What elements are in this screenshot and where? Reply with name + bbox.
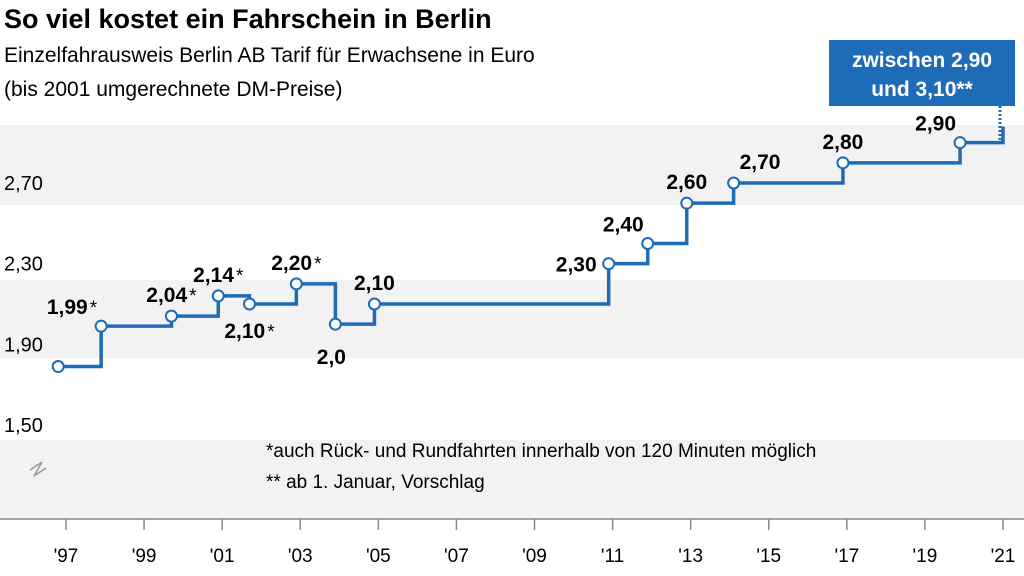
data-label: 1,99 *	[47, 296, 98, 319]
x-tick-label: '07	[444, 546, 469, 567]
callout-line1: zwischen 2,90	[852, 49, 992, 72]
x-tick-label: '99	[132, 546, 157, 567]
price-series	[51, 126, 1005, 374]
footnote-2: ** ab 1. Januar, Vorschlag	[266, 472, 485, 493]
data-point-marker	[641, 237, 655, 250]
x-tick-label: '03	[288, 546, 313, 567]
data-point-marker	[328, 317, 342, 331]
background-band	[0, 125, 1024, 205]
data-label-asterisk: *	[314, 254, 322, 275]
x-tick-label: '13	[678, 546, 703, 567]
data-label-value: 2,10	[224, 320, 265, 343]
y-axis-ticks: 1,50 1,90 2,30 2,70	[4, 173, 43, 437]
data-label-value: 1,99	[47, 296, 88, 319]
data-labels: 1,99 *2,04 *2,14 *2,10 *2,20 *2,02,102,302,40…	[47, 113, 956, 369]
data-label: 2,30	[556, 254, 597, 277]
x-tick-label: '21	[991, 546, 1016, 567]
y-tick-label: 1,50	[4, 415, 43, 437]
y-tick-label: 1,90	[4, 334, 43, 356]
data-label-value: 2,80	[822, 131, 863, 154]
x-tick-label: '19	[913, 546, 938, 567]
data-label-asterisk: *	[236, 266, 244, 287]
chart-subtitle-line1: Einzelfahrausweis Berlin AB Tarif für Er…	[4, 44, 535, 67]
data-point-marker	[680, 196, 694, 210]
data-label: 2,10	[354, 272, 395, 295]
callout-line2: und 3,10**	[871, 78, 973, 101]
data-point-marker	[602, 257, 616, 271]
chart-subtitle-line2: (bis 2001 umgerechnete DM-Preise)	[4, 78, 342, 101]
data-label: 2,70	[740, 151, 781, 174]
footnote-1: *auch Rück- und Rundfahrten innerhalb vo…	[266, 441, 816, 462]
data-label: 2,40	[603, 214, 644, 237]
data-label: 2,14 *	[193, 264, 244, 287]
chart-title: So viel kostet ein Fahrschein in Berlin	[4, 4, 492, 34]
x-axis: '97 '99 '01 '03 '05 '07 '09 '11 '13 '15 '17 '19 '21	[0, 518, 1024, 567]
data-label: 2,20 *	[271, 252, 322, 275]
data-label-value: 2,04	[146, 284, 187, 307]
data-point-marker	[94, 319, 108, 333]
axis-break-icon	[29, 461, 47, 477]
data-label-asterisk: *	[189, 286, 197, 307]
data-label-asterisk: *	[90, 298, 98, 319]
data-label: 2,80	[822, 131, 863, 154]
x-tick-label: '17	[834, 546, 859, 567]
x-tick-label: '05	[366, 546, 391, 567]
data-point-marker	[367, 297, 381, 311]
data-label-value: 2,14	[193, 264, 234, 287]
data-point-marker	[953, 136, 967, 150]
x-tick-label: '97	[54, 546, 79, 567]
y-tick-label: 2,70	[4, 173, 43, 195]
data-label: 2,04 *	[146, 284, 197, 307]
data-label-value: 2,60	[666, 171, 707, 194]
data-label-asterisk: *	[267, 322, 275, 343]
data-label: 2,10 *	[224, 320, 275, 343]
background-band	[0, 440, 1024, 519]
x-tick-label: '01	[210, 546, 235, 567]
data-label-value: 2,0	[317, 346, 346, 369]
callout-background	[829, 40, 1015, 106]
data-point-marker	[727, 176, 741, 190]
data-point-marker	[51, 360, 65, 374]
data-label-value: 2,30	[556, 254, 597, 277]
data-label-value: 2,90	[915, 113, 956, 136]
x-tick-label: '11	[601, 546, 624, 567]
data-point-marker	[242, 297, 256, 311]
data-label: 2,90	[915, 113, 956, 136]
x-tick-label: '09	[522, 546, 547, 567]
x-tick-label: '15	[756, 546, 781, 567]
data-label-value: 2,70	[740, 151, 781, 174]
data-point-marker	[211, 289, 225, 303]
background-bands	[0, 125, 1024, 519]
y-tick-label: 2,30	[4, 254, 43, 276]
data-label: 2,0	[317, 346, 346, 369]
data-point-marker	[289, 277, 303, 291]
data-label-value: 2,40	[603, 214, 644, 237]
data-label: 2,60	[666, 171, 707, 194]
data-label-value: 2,20	[271, 252, 312, 275]
data-point-marker	[164, 309, 178, 323]
data-label-value: 2,10	[354, 272, 395, 295]
data-point-marker	[836, 156, 850, 170]
callout-box: zwischen 2,90 und 3,10**	[829, 40, 1015, 146]
